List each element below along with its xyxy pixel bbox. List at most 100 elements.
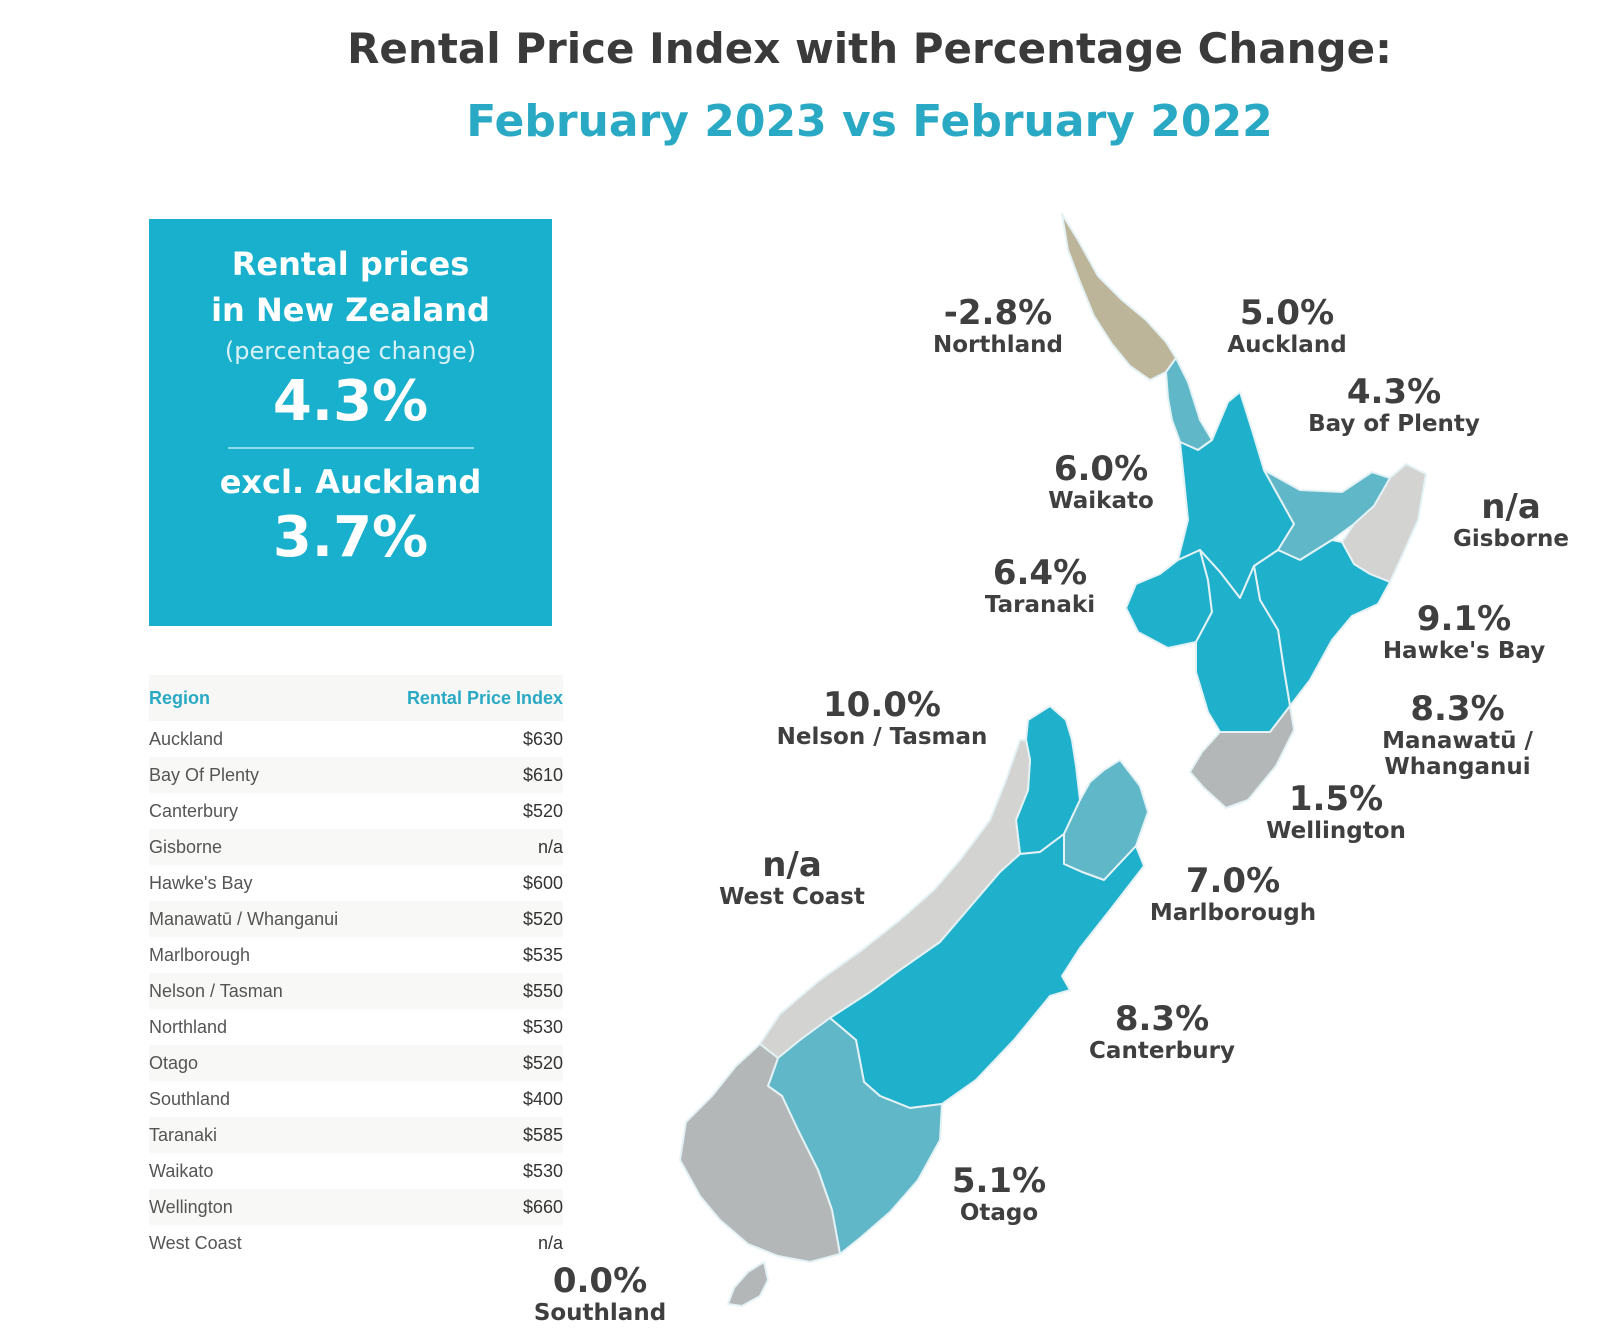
table-row: Wellington $660 [149, 1189, 563, 1225]
summary-box: Rental prices in New Zealand (percentage… [149, 219, 552, 626]
southland-name: Southland [533, 1300, 667, 1326]
table-row: Marlborough $535 [149, 937, 563, 973]
west-coast-percentage: n/a [762, 845, 822, 885]
northland-name: Northland [932, 332, 1063, 358]
region-cell: Southland [149, 1081, 376, 1117]
table-row: Taranaki $585 [149, 1117, 563, 1153]
otago-percentage: 5.1% [951, 1161, 1047, 1201]
region-cell: Auckland [149, 721, 376, 757]
price-cell: $600 [375, 865, 563, 901]
table-header-row: Region Rental Price Index [149, 675, 563, 721]
price-cell: $585 [375, 1117, 563, 1153]
table-row: Gisborne n/a [149, 829, 563, 865]
bay-of-plenty-percentage: 4.3% [1346, 372, 1442, 412]
map-region-stewart-island [727, 1261, 769, 1307]
gisborne-name: Gisborne [1452, 526, 1570, 552]
price-cell: $660 [375, 1189, 563, 1225]
table-row: Hawke's Bay $600 [149, 865, 563, 901]
price-cell: $520 [375, 1045, 563, 1081]
rental-price-table: Region Rental Price Index Auckland $630 Ba… [149, 675, 563, 1261]
map-label-west-coast: n/a West Coast [710, 846, 874, 910]
hawkes-bay-percentage: 9.1% [1416, 599, 1512, 639]
map-label-manawatu-whanganui: 8.3% Manawatū / Whanganui [1316, 690, 1599, 780]
page-title: Rental Price Index with Percentage Chang… [347, 24, 1392, 73]
price-cell: $610 [375, 757, 563, 793]
price-cell: $550 [375, 973, 563, 1009]
manawatu-name: Manawatū / Whanganui [1382, 728, 1533, 780]
excl-auckland-value: 3.7% [272, 505, 429, 570]
map-region-northland [1061, 213, 1177, 381]
auckland-percentage: 5.0% [1239, 293, 1335, 333]
region-cell: Nelson / Tasman [149, 973, 376, 1009]
region-cell: West Coast [149, 1225, 376, 1261]
table-row: Nelson / Tasman $550 [149, 973, 563, 1009]
map-label-wellington: 1.5% Wellington [1256, 780, 1416, 844]
southland-percentage: 0.0% [552, 1261, 648, 1301]
map-label-marlborough: 7.0% Marlborough [1138, 862, 1328, 926]
map-label-waikato: 6.0% Waikato [1036, 450, 1166, 514]
map-label-southland: 0.0% Southland [520, 1262, 680, 1326]
region-cell: Wellington [149, 1189, 376, 1225]
page-subtitle: February 2023 vs February 2022 [466, 96, 1273, 147]
price-column-header: Rental Price Index [375, 675, 563, 721]
taranaki-name: Taranaki [984, 592, 1096, 618]
price-cell: $535 [375, 937, 563, 973]
map-region-wellington [1189, 705, 1295, 809]
waikato-percentage: 6.0% [1053, 449, 1149, 489]
price-cell: $630 [375, 721, 563, 757]
region-cell: Gisborne [149, 829, 376, 865]
region-cell: Bay Of Plenty [149, 757, 376, 793]
region-cell: Otago [149, 1045, 376, 1081]
region-cell: Manawatū / Whanganui [149, 901, 376, 937]
wellington-name: Wellington [1266, 818, 1406, 844]
map-label-taranaki: 6.4% Taranaki [972, 554, 1108, 618]
table-row: Waikato $530 [149, 1153, 563, 1189]
map-label-nelson-tasman: 10.0% Nelson / Tasman [770, 686, 994, 750]
auckland-name: Auckland [1227, 332, 1347, 358]
map-label-hawkes-bay: 9.1% Hawke's Bay [1376, 600, 1552, 664]
summary-heading-line-2: in New Zealand [211, 291, 490, 329]
waikato-name: Waikato [1048, 488, 1154, 514]
price-cell: n/a [375, 1225, 563, 1261]
nelson-name: Nelson / Tasman [776, 724, 988, 750]
nelson-percentage: 10.0% [823, 685, 941, 725]
table-row: Bay Of Plenty $610 [149, 757, 563, 793]
price-cell: $520 [375, 901, 563, 937]
west-coast-name: West Coast [719, 884, 865, 910]
map-label-auckland: 5.0% Auckland [1222, 294, 1352, 358]
table-row: Southland $400 [149, 1081, 563, 1117]
table-row: Auckland $630 [149, 721, 563, 757]
region-cell: Canterbury [149, 793, 376, 829]
otago-name: Otago [959, 1200, 1039, 1226]
region-cell: Hawke's Bay [149, 865, 376, 901]
summary-heading-line-1: Rental prices [231, 245, 470, 283]
table-row: West Coast n/a [149, 1225, 563, 1261]
hawkes-bay-name: Hawke's Bay [1382, 638, 1546, 664]
map-label-gisborne: n/a Gisborne [1446, 488, 1576, 552]
region-cell: Taranaki [149, 1117, 376, 1153]
excl-auckland-label: excl. Auckland [219, 463, 482, 501]
manawatu-percentage: 8.3% [1410, 689, 1505, 729]
map-region-southland [679, 1043, 841, 1263]
region-cell: Marlborough [149, 937, 376, 973]
map-label-northland: -2.8% Northland [922, 294, 1074, 358]
canterbury-percentage: 8.3% [1114, 999, 1210, 1039]
table-row: Canterbury $520 [149, 793, 563, 829]
price-cell: $530 [375, 1153, 563, 1189]
map-label-canterbury: 8.3% Canterbury [1074, 1000, 1250, 1064]
marlborough-percentage: 7.0% [1185, 861, 1281, 901]
bay-of-plenty-name: Bay of Plenty [1308, 411, 1480, 437]
wellington-percentage: 1.5% [1288, 779, 1384, 819]
summary-subheading: (percentage change) [224, 337, 477, 365]
map-label-otago: 5.1% Otago [934, 1162, 1064, 1226]
table-row: Northland $530 [149, 1009, 563, 1045]
price-cell: $520 [375, 793, 563, 829]
region-cell: Northland [149, 1009, 376, 1045]
summary-divider [227, 447, 474, 449]
map-region-taranaki [1125, 549, 1213, 649]
marlborough-name: Marlborough [1149, 900, 1317, 926]
price-cell: $400 [375, 1081, 563, 1117]
price-cell: n/a [375, 829, 563, 865]
table-row: Manawatū / Whanganui $520 [149, 901, 563, 937]
